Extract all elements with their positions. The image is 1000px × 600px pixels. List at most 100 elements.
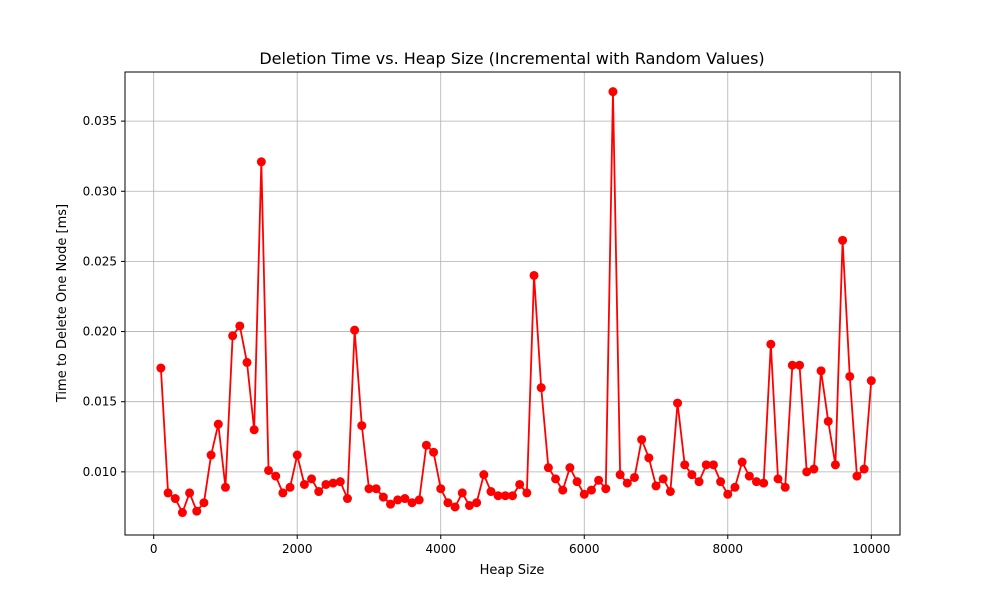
data-point xyxy=(429,447,439,457)
data-point xyxy=(464,501,474,511)
data-point xyxy=(256,157,266,167)
data-point xyxy=(407,498,417,508)
data-point xyxy=(866,376,876,386)
data-point xyxy=(644,453,654,463)
data-point xyxy=(651,481,661,491)
data-point xyxy=(450,502,460,512)
data-point xyxy=(342,494,352,504)
data-point xyxy=(170,494,180,504)
data-point xyxy=(522,488,532,498)
data-point xyxy=(795,360,805,370)
y-tick-label: 0.025 xyxy=(83,254,117,268)
grid xyxy=(125,72,900,535)
data-point xyxy=(213,419,223,429)
y-tick-label: 0.030 xyxy=(83,184,117,198)
data-point xyxy=(508,491,517,501)
data-point xyxy=(414,495,424,505)
data-point xyxy=(816,366,826,376)
data-point xyxy=(551,474,561,484)
data-point xyxy=(321,479,331,489)
data-point xyxy=(328,478,338,488)
data-point xyxy=(472,498,482,508)
x-tick-label: 6000 xyxy=(569,542,600,556)
data-point xyxy=(500,491,510,501)
data-point xyxy=(708,460,718,470)
data-point xyxy=(780,482,790,492)
data-point xyxy=(364,484,374,494)
data-point xyxy=(206,450,216,460)
data-point xyxy=(615,470,625,480)
data-point xyxy=(809,464,819,474)
data-point xyxy=(665,487,675,497)
data-point xyxy=(787,360,797,370)
data-point xyxy=(823,416,833,426)
x-tick-label: 10000 xyxy=(852,542,890,556)
data-point xyxy=(694,477,704,487)
data-point xyxy=(759,478,769,488)
data-point xyxy=(335,477,345,487)
data-point xyxy=(314,487,324,497)
x-tick-label: 0 xyxy=(150,542,158,556)
data-point xyxy=(536,383,546,393)
data-point xyxy=(572,477,582,487)
data-point xyxy=(859,464,869,474)
data-point xyxy=(177,508,187,518)
chart-title: Deletion Time vs. Heap Size (Incremental… xyxy=(259,49,764,68)
y-axis-label: Time to Delete One Node [ms] xyxy=(55,204,70,403)
data-point xyxy=(838,235,848,245)
data-point xyxy=(543,463,553,473)
data-point xyxy=(680,460,690,470)
data-point xyxy=(299,479,309,489)
data-point xyxy=(242,357,252,367)
data-point xyxy=(378,492,388,502)
plot-frame xyxy=(124,71,901,536)
data-point xyxy=(845,371,855,381)
data-point xyxy=(830,460,840,470)
data-point xyxy=(687,470,697,480)
data-point xyxy=(751,477,761,487)
data-point xyxy=(156,363,166,373)
data-point xyxy=(802,467,812,477)
data-point xyxy=(565,463,575,473)
data-point xyxy=(357,421,367,431)
data-point xyxy=(723,489,733,499)
x-tick-label: 4000 xyxy=(425,542,456,556)
x-tick-label: 2000 xyxy=(282,542,313,556)
x-axis-label: Heap Size xyxy=(480,563,545,578)
series-deletion-time xyxy=(156,87,876,518)
data-point xyxy=(515,479,525,489)
data-point xyxy=(493,491,503,501)
data-point xyxy=(457,488,467,498)
data-point xyxy=(744,471,754,481)
data-point xyxy=(658,474,668,484)
data-point xyxy=(185,488,195,498)
data-point xyxy=(163,488,173,498)
data-point xyxy=(400,494,410,504)
data-point xyxy=(421,440,431,450)
data-point xyxy=(386,499,396,509)
data-point xyxy=(307,474,317,484)
data-point xyxy=(601,484,611,494)
data-point xyxy=(393,495,403,505)
series-line xyxy=(159,90,873,514)
data-point xyxy=(199,498,209,508)
data-point xyxy=(235,321,245,331)
data-point xyxy=(608,87,618,97)
data-point xyxy=(766,339,776,349)
data-point xyxy=(436,484,446,494)
data-point xyxy=(586,485,596,495)
data-point xyxy=(730,482,740,492)
data-point xyxy=(852,471,862,481)
data-point xyxy=(637,435,647,445)
data-point xyxy=(773,474,783,484)
data-point xyxy=(486,487,496,497)
data-point xyxy=(558,485,568,495)
data-point xyxy=(228,331,238,341)
data-point xyxy=(371,484,381,494)
data-point xyxy=(249,425,259,435)
data-point xyxy=(271,471,281,481)
data-point xyxy=(701,460,711,470)
y-tick-label: 0.010 xyxy=(83,465,117,479)
